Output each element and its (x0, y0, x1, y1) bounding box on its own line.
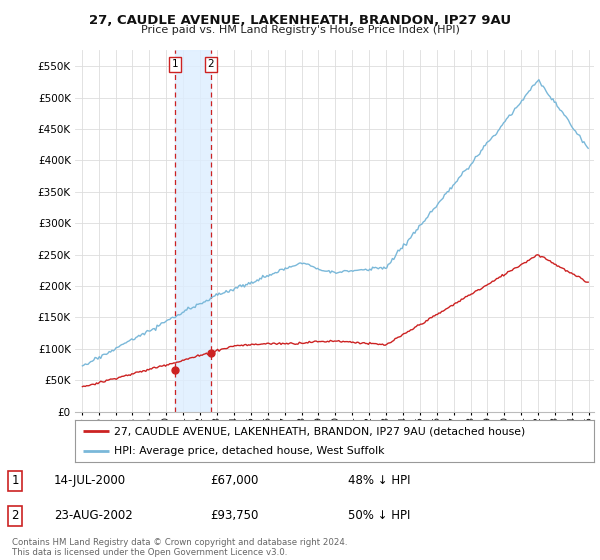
Bar (175, 50, 211, 412)
Text: 23-AUG-2002: 23-AUG-2002 (54, 509, 133, 522)
Text: 48% ↓ HPI: 48% ↓ HPI (348, 474, 410, 487)
Text: 1: 1 (11, 474, 19, 487)
Text: 2: 2 (208, 59, 214, 69)
Text: Price paid vs. HM Land Registry's House Price Index (HPI): Price paid vs. HM Land Registry's House … (140, 25, 460, 35)
Text: 2: 2 (11, 509, 19, 522)
Text: 27, CAUDLE AVENUE, LAKENHEATH, BRANDON, IP27 9AU: 27, CAUDLE AVENUE, LAKENHEATH, BRANDON, … (89, 14, 511, 27)
Text: 27, CAUDLE AVENUE, LAKENHEATH, BRANDON, IP27 9AU (detached house): 27, CAUDLE AVENUE, LAKENHEATH, BRANDON, … (114, 426, 525, 436)
Text: 14-JUL-2000: 14-JUL-2000 (54, 474, 126, 487)
Text: 1: 1 (172, 59, 179, 69)
Text: 50% ↓ HPI: 50% ↓ HPI (348, 509, 410, 522)
Text: £67,000: £67,000 (210, 474, 259, 487)
Text: £93,750: £93,750 (210, 509, 259, 522)
Text: Contains HM Land Registry data © Crown copyright and database right 2024.
This d: Contains HM Land Registry data © Crown c… (12, 538, 347, 557)
Text: HPI: Average price, detached house, West Suffolk: HPI: Average price, detached house, West… (114, 446, 385, 456)
